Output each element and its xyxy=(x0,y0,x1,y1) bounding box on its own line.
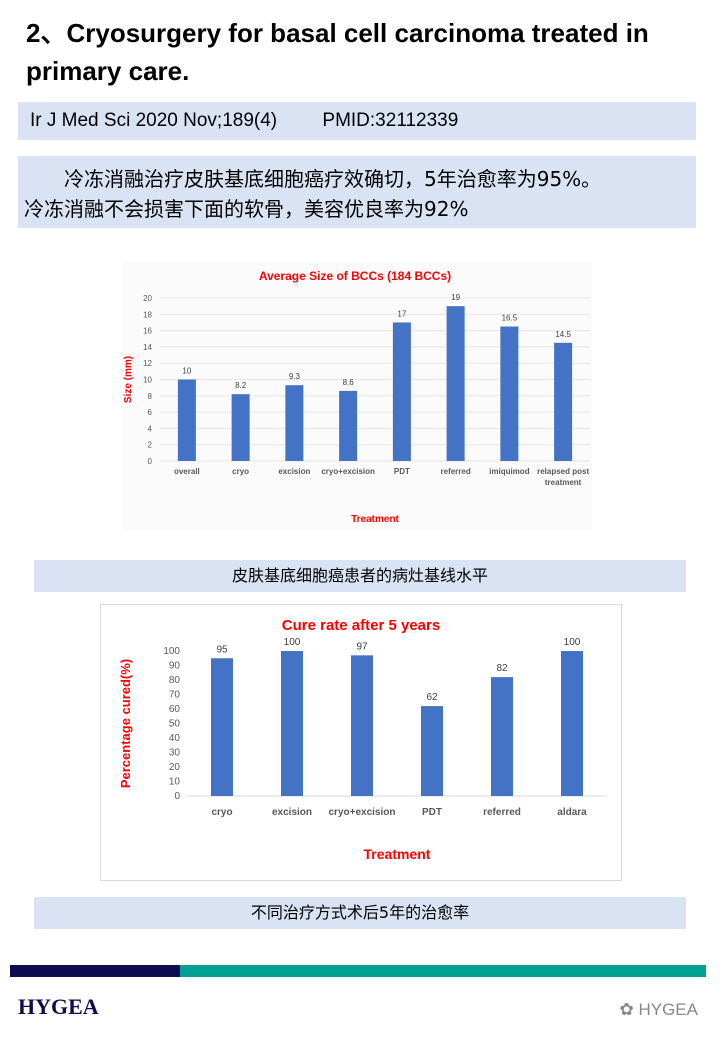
y-tick-label: 20 xyxy=(169,762,181,773)
y-tick-label: 16 xyxy=(143,327,152,336)
data-label: 9.3 xyxy=(289,372,301,381)
watermark-text: HYGEA xyxy=(638,1000,698,1019)
chart-title: Cure rate after 5 years xyxy=(282,617,440,634)
summary-box: 冷冻消融治疗皮肤基底细胞癌疗效确切，5年治愈率为95%。 冷冻消融不会损害下面的… xyxy=(18,156,696,228)
chart-cure-rate-frame xyxy=(100,604,622,881)
y-tick-label: 2 xyxy=(148,441,153,450)
category-label: referred xyxy=(483,807,521,818)
category-label: cryo+excision xyxy=(321,467,375,476)
category-label: overall xyxy=(174,467,200,476)
category-label: PDT xyxy=(394,467,410,476)
category-label: imiquimod xyxy=(489,467,530,476)
data-label: 62 xyxy=(426,692,438,703)
data-label: 82 xyxy=(496,663,508,674)
summary-line: 冷冻消融不会损害下面的软骨，美容优良率为92% xyxy=(24,197,469,221)
data-label: 97 xyxy=(356,641,368,652)
pmid: PMID:32112339 xyxy=(322,110,459,131)
category-label: cryo xyxy=(232,467,249,476)
y-tick-label: 10 xyxy=(143,376,152,385)
data-label: 100 xyxy=(564,637,581,648)
bar xyxy=(281,651,303,796)
bar xyxy=(421,706,443,796)
data-label: 19 xyxy=(451,293,460,302)
y-tick-label: 20 xyxy=(143,294,152,303)
watermark: ✿ HYGEA xyxy=(620,1000,699,1020)
bar xyxy=(177,379,196,461)
x-axis-title: Treatment xyxy=(351,514,399,525)
y-tick-label: 12 xyxy=(143,359,152,368)
category-label: referred xyxy=(441,467,471,476)
bar xyxy=(392,322,411,461)
data-label: 10 xyxy=(182,367,191,376)
y-tick-label: 0 xyxy=(174,791,180,802)
y-tick-label: 70 xyxy=(169,690,181,701)
bar xyxy=(211,658,233,796)
bar xyxy=(339,390,358,461)
bar xyxy=(500,326,519,461)
data-label: 14.5 xyxy=(555,330,571,339)
bar xyxy=(491,677,513,796)
category-label: cryo xyxy=(211,807,232,818)
y-tick-label: 40 xyxy=(169,733,181,744)
bar xyxy=(446,306,465,461)
x-axis-title: Treatment xyxy=(364,846,431,862)
caption-chart2: 不同治疗方式术后5年的治愈率 xyxy=(34,897,686,929)
y-tick-label: 80 xyxy=(169,675,181,686)
data-label: 8.2 xyxy=(235,381,247,390)
y-tick-label: 4 xyxy=(148,424,153,433)
bar xyxy=(351,655,373,796)
category-label: PDT xyxy=(422,807,442,818)
footer-stripe-navy xyxy=(10,965,180,977)
caption-chart1: 皮肤基底细胞癌患者的病灶基线水平 xyxy=(34,560,686,592)
category-label: relapsed post xyxy=(537,467,589,476)
y-tick-label: 14 xyxy=(143,343,152,352)
category-label: cryo+excision xyxy=(329,807,396,818)
data-label: 95 xyxy=(216,644,228,655)
wechat-icon: ✿ xyxy=(619,1000,639,1019)
journal-ref: Ir J Med Sci 2020 Nov;189(4) xyxy=(30,110,278,131)
y-tick-label: 50 xyxy=(169,719,181,730)
y-axis-title: Size (mm) xyxy=(123,356,134,403)
y-tick-label: 10 xyxy=(169,777,181,788)
summary-line: 冷冻消融治疗皮肤基底细胞癌疗效确切，5年治愈率为95%。 xyxy=(24,167,602,191)
slide-title: 2、Cryosurgery for basal cell carcinoma t… xyxy=(26,18,649,86)
category-label: aldara xyxy=(557,807,587,818)
bar xyxy=(561,651,583,796)
y-tick-label: 18 xyxy=(143,310,152,319)
y-tick-label: 30 xyxy=(169,748,181,759)
bar xyxy=(554,342,573,461)
citation-bar: Ir J Med Sci 2020 Nov;189(4) PMID:321123… xyxy=(18,102,696,140)
y-tick-label: 90 xyxy=(169,661,181,672)
y-tick-label: 8 xyxy=(148,392,153,401)
footer-stripe-teal xyxy=(180,965,706,977)
y-tick-label: 60 xyxy=(169,704,181,715)
data-label: 100 xyxy=(284,637,301,648)
data-label: 16.5 xyxy=(502,314,518,323)
category-label: treatment xyxy=(545,478,582,487)
y-axis-title: Percentage cured(%) xyxy=(118,659,133,788)
bar xyxy=(285,385,304,461)
category-label: excision xyxy=(272,807,312,818)
data-label: 17 xyxy=(397,309,406,318)
bar xyxy=(231,394,250,461)
category-label: excision xyxy=(278,467,310,476)
y-tick-label: 0 xyxy=(148,457,153,466)
data-label: 8.6 xyxy=(343,378,355,387)
y-tick-label: 100 xyxy=(163,646,180,657)
chart-title: Average Size of BCCs (184 BCCs) xyxy=(259,269,451,283)
hygea-logo: HYGEA xyxy=(18,994,99,1019)
y-tick-label: 6 xyxy=(148,408,153,417)
